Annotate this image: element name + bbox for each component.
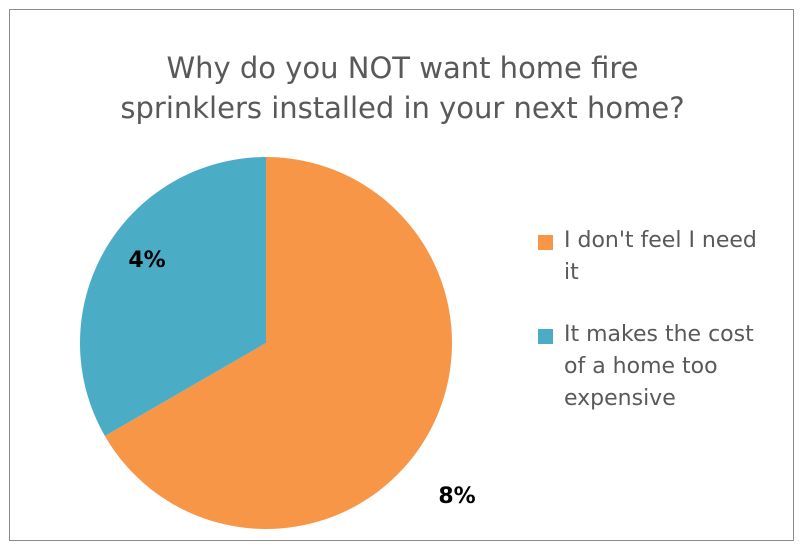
- pie-chart: 8% 4%: [79, 157, 476, 529]
- chart-title-line-1: Why do you NOT want home fire: [166, 51, 639, 85]
- legend-swatch-no-need: [538, 235, 553, 250]
- legend-swatch-too-expensive: [538, 329, 553, 344]
- legend: I don't feel I need it It makes the cost o…: [538, 225, 798, 445]
- legend-label-no-need: I don't feel I need it: [564, 228, 757, 285]
- legend-label-too-expensive: It makes the cost of a home too expensive: [564, 322, 754, 411]
- data-label-1: 4%: [128, 248, 165, 273]
- legend-item-too-expensive: It makes the cost of a home too expensive: [538, 319, 798, 415]
- chart-title: Why do you NOT want home fire sprinklers…: [10, 48, 795, 128]
- pie-data-labels: 8% 4%: [128, 248, 475, 509]
- pie-slice-0: [104, 157, 452, 529]
- data-label-0: 8%: [438, 484, 475, 509]
- chart-title-line-2: sprinklers installed in your next home?: [120, 91, 685, 125]
- pie-slices: [79, 157, 452, 529]
- legend-item-no-need: I don't feel I need it: [538, 225, 798, 289]
- pie-slice-1: [79, 157, 266, 436]
- chart-frame: Why do you NOT want home fire sprinklers…: [9, 9, 794, 541]
